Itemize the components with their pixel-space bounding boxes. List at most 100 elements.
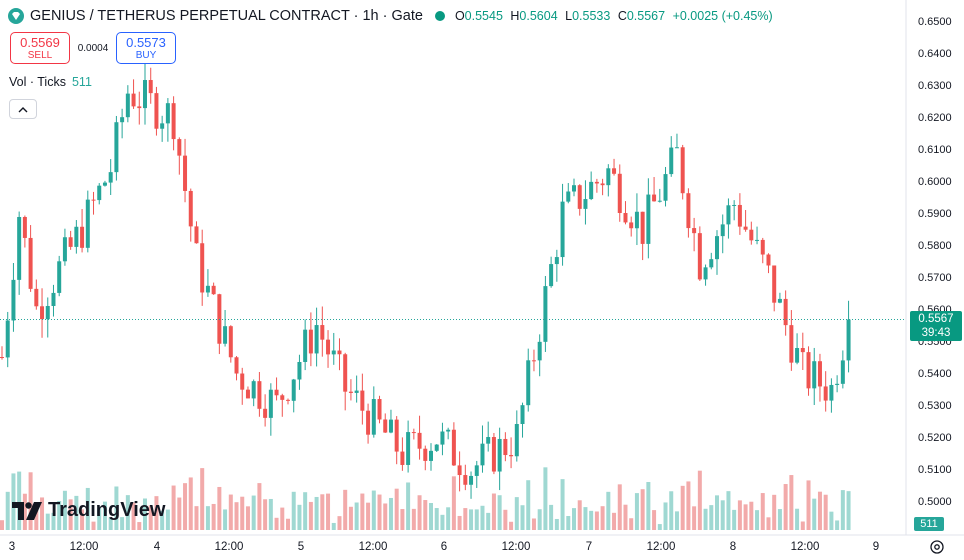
candle-body bbox=[377, 399, 382, 420]
volume-bar bbox=[320, 494, 325, 530]
candle-body bbox=[211, 285, 216, 295]
volume-bar bbox=[354, 502, 359, 530]
buy-button[interactable]: 0.5573 BUY bbox=[116, 32, 176, 64]
volume-bar bbox=[772, 494, 777, 530]
volume-bar bbox=[612, 512, 617, 530]
candle-body bbox=[183, 155, 188, 191]
volume-bar bbox=[28, 472, 33, 530]
symbol-title[interactable]: GENIUS / TETHERUS PERPETUAL CONTRACT · 1… bbox=[30, 8, 423, 24]
volume-bar bbox=[474, 509, 479, 530]
volume-bar bbox=[137, 522, 142, 530]
tradingview-logo[interactable]: TradingView bbox=[12, 499, 165, 522]
candle-body bbox=[491, 437, 496, 472]
volume-bar bbox=[125, 495, 130, 530]
sell-button[interactable]: 0.5569 SELL bbox=[10, 32, 70, 64]
volume-bar bbox=[503, 509, 508, 530]
volume-bar bbox=[165, 509, 170, 530]
candle-body bbox=[68, 237, 73, 247]
time-tick-label: 9 bbox=[873, 541, 879, 553]
candle-body bbox=[629, 222, 634, 229]
volume-bar bbox=[160, 510, 165, 530]
candle-body bbox=[240, 373, 245, 390]
candlesticks bbox=[0, 62, 851, 499]
candle-body bbox=[720, 224, 725, 237]
candle-body bbox=[297, 361, 302, 380]
volume-bar bbox=[274, 517, 279, 530]
candle-body bbox=[194, 226, 199, 244]
candle-body bbox=[257, 381, 262, 409]
volume-bar bbox=[497, 495, 502, 530]
volume-bar bbox=[766, 517, 771, 530]
volume-bar bbox=[366, 502, 371, 530]
candle-body bbox=[766, 254, 771, 266]
candle-body bbox=[554, 257, 559, 265]
price-tick-label: 0.5700 bbox=[918, 272, 952, 284]
volume-bar bbox=[783, 484, 788, 530]
candle-body bbox=[686, 193, 691, 229]
candle-body bbox=[131, 93, 136, 107]
candle-body bbox=[640, 211, 645, 244]
volume-bar bbox=[509, 521, 514, 530]
volume-bar bbox=[600, 506, 605, 530]
candle-body bbox=[674, 147, 679, 149]
volume-bar bbox=[245, 506, 250, 530]
volume-bar bbox=[217, 486, 222, 530]
volume-bar bbox=[806, 480, 811, 530]
price-axis: 0.6500 0.6400 0.6300 0.6200 0.6100 0.6000 0.59… bbox=[918, 16, 952, 508]
candle-body bbox=[652, 194, 657, 202]
candle-body bbox=[669, 147, 674, 175]
volume-bar bbox=[74, 495, 79, 530]
volume-bar bbox=[514, 497, 519, 530]
candle-body bbox=[680, 147, 685, 194]
volume-bar bbox=[817, 491, 822, 530]
volume-bar bbox=[434, 508, 439, 530]
chart-header: GENIUS / TETHERUS PERPETUAL CONTRACT · 1… bbox=[8, 8, 777, 24]
candle-body bbox=[228, 326, 233, 358]
volume-bar bbox=[423, 500, 428, 530]
price-tick-label: 0.6200 bbox=[918, 112, 952, 124]
volume-bar bbox=[429, 503, 433, 530]
candle-body bbox=[755, 239, 760, 241]
volume-bar bbox=[263, 499, 268, 530]
volume-bar bbox=[531, 518, 536, 530]
volume-bar bbox=[97, 508, 102, 530]
volume-bar bbox=[589, 510, 594, 530]
candle-body bbox=[154, 93, 159, 129]
volume-bars bbox=[0, 467, 851, 530]
volume-legend[interactable]: Vol · Ticks 511 bbox=[9, 75, 92, 89]
candle-body bbox=[188, 190, 193, 227]
candle-body bbox=[291, 379, 296, 401]
volume-bar bbox=[0, 520, 4, 530]
settings-icon[interactable] bbox=[929, 539, 945, 555]
candle-body bbox=[57, 261, 62, 293]
volume-bar bbox=[720, 500, 725, 530]
time-tick-label: 12:00 bbox=[359, 541, 388, 553]
high-value: 0.5604 bbox=[519, 9, 558, 23]
candle-body bbox=[343, 354, 348, 392]
volume-bar bbox=[377, 494, 382, 530]
candle-body bbox=[429, 450, 433, 461]
volume-bar bbox=[383, 503, 388, 530]
collapse-legend-button[interactable] bbox=[9, 99, 37, 119]
candle-body bbox=[223, 326, 228, 344]
candle-body bbox=[566, 191, 571, 202]
volume-bar bbox=[726, 491, 731, 530]
candle-body bbox=[286, 399, 290, 401]
candle-body bbox=[657, 200, 662, 202]
volume-bar bbox=[331, 522, 336, 530]
candle-body bbox=[526, 360, 531, 406]
volume-bar bbox=[732, 509, 737, 530]
candle-body bbox=[268, 389, 273, 418]
candle-body bbox=[251, 381, 256, 399]
volume-bar bbox=[22, 493, 27, 530]
volume-bar bbox=[697, 470, 702, 530]
volume-bar bbox=[211, 503, 216, 530]
candle-body bbox=[743, 226, 748, 230]
volume-bar bbox=[406, 482, 411, 530]
candle-body bbox=[303, 329, 308, 362]
candle-body bbox=[114, 122, 119, 173]
volume-bar bbox=[446, 507, 451, 530]
candle-body bbox=[22, 216, 27, 238]
candle-body bbox=[537, 341, 542, 361]
